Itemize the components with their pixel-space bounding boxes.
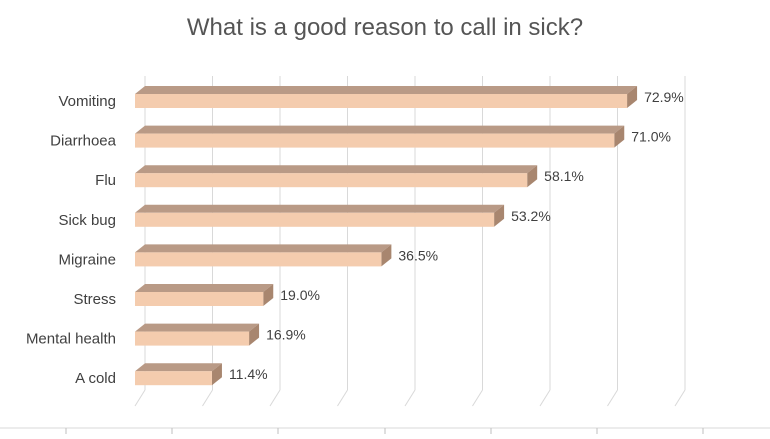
bar (135, 292, 264, 306)
bar-top (135, 204, 505, 213)
data-label: 58.1% (544, 168, 584, 184)
category-label: Mental health (26, 331, 116, 348)
data-label: 16.9% (266, 327, 306, 343)
bar-top (135, 323, 260, 332)
gridline-floor (202, 389, 213, 407)
gridline-floor (337, 389, 348, 407)
category-label: Sick bug (58, 212, 116, 229)
bar-side (211, 363, 222, 386)
category-label: Flu (95, 172, 116, 189)
bar-side (263, 284, 274, 306)
gridline-floor (404, 389, 416, 407)
bar-side (527, 165, 538, 188)
category-label: Diarrhoea (50, 133, 117, 150)
bar (135, 94, 628, 108)
bar (135, 212, 495, 227)
bar-side (381, 244, 392, 267)
data-label: 71.0% (631, 129, 671, 145)
bar (135, 173, 528, 188)
bar-top (135, 284, 274, 292)
category-label: Stress (73, 291, 116, 308)
gridline-floor (472, 389, 483, 407)
category-label: A cold (75, 370, 116, 387)
chart-title: What is a good reason to call in sick? (186, 14, 584, 41)
bar-top (135, 86, 638, 94)
gridline-floor (539, 389, 551, 407)
bar-top (135, 363, 222, 372)
data-label: 11.4% (229, 366, 268, 382)
bar-top (135, 125, 625, 134)
gridline-floor (674, 389, 686, 407)
gridline-floor (134, 389, 146, 407)
bar (135, 371, 212, 386)
bar-side (249, 323, 260, 346)
data-label: 36.5% (398, 247, 438, 263)
bar-top (135, 244, 392, 253)
bar-side (494, 204, 505, 227)
bar (135, 252, 382, 267)
bar-side (627, 86, 638, 108)
category-label: Migraine (58, 251, 116, 268)
gridline-floor (607, 389, 618, 407)
data-label: 53.2% (511, 208, 551, 224)
bar-top (135, 165, 538, 174)
data-label: 19.0% (280, 287, 320, 303)
gridline-floor (269, 389, 281, 407)
bar (135, 133, 615, 148)
data-label: 72.9% (644, 89, 684, 105)
bar (135, 331, 250, 346)
bar-side (614, 125, 625, 148)
category-label: Vomiting (58, 93, 116, 110)
